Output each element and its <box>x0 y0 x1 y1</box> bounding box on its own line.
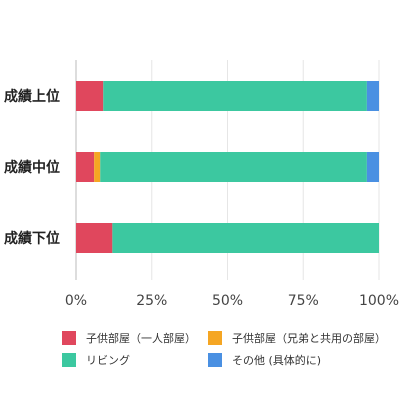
bar-segment <box>76 81 104 111</box>
legend-label: 子供部屋（一人部屋） <box>86 332 196 345</box>
bars <box>76 81 380 253</box>
bar-segment <box>76 152 95 182</box>
bar-segment <box>100 152 367 182</box>
legend: 子供部屋（一人部屋） 子供部屋（兄弟と共用の部屋） リビング その他 (具体的に… <box>62 330 400 374</box>
bar-segment <box>94 152 101 182</box>
legend-swatch <box>62 331 76 345</box>
x-tick-labels: 0% 25% 50% 75% 100% <box>65 293 399 309</box>
legend-item-single-room: 子供部屋（一人部屋） <box>62 330 196 346</box>
legend-swatch <box>208 353 222 367</box>
category-label: 成績下位 <box>4 230 60 247</box>
legend-label: リビング <box>86 354 130 367</box>
legend-row: 子供部屋（一人部屋） 子供部屋（兄弟と共用の部屋） <box>62 330 400 352</box>
legend-row: リビング その他 (具体的に) <box>62 352 400 374</box>
legend-label: その他 (具体的に) <box>232 354 322 367</box>
x-tick-label: 0% <box>65 293 87 309</box>
legend-item-shared-room: 子供部屋（兄弟と共用の部屋） <box>208 330 386 346</box>
x-tick-label: 75% <box>288 293 319 309</box>
legend-item-living: リビング <box>62 352 130 368</box>
x-tick-label: 100% <box>359 293 399 309</box>
bar-segment <box>103 81 367 111</box>
category-label: 成績上位 <box>4 88 60 105</box>
x-tick-label: 50% <box>212 293 243 309</box>
legend-swatch <box>62 353 76 367</box>
bar-segment <box>76 223 113 253</box>
legend-item-other: その他 (具体的に) <box>208 352 321 368</box>
bar-segment <box>366 81 379 111</box>
x-tick-label: 25% <box>136 293 167 309</box>
bar-segment <box>112 223 380 253</box>
legend-swatch <box>208 331 222 345</box>
legend-label: 子供部屋（兄弟と共用の部屋） <box>232 332 386 345</box>
category-label: 成績中位 <box>4 159 60 176</box>
bar-segment <box>366 152 379 182</box>
